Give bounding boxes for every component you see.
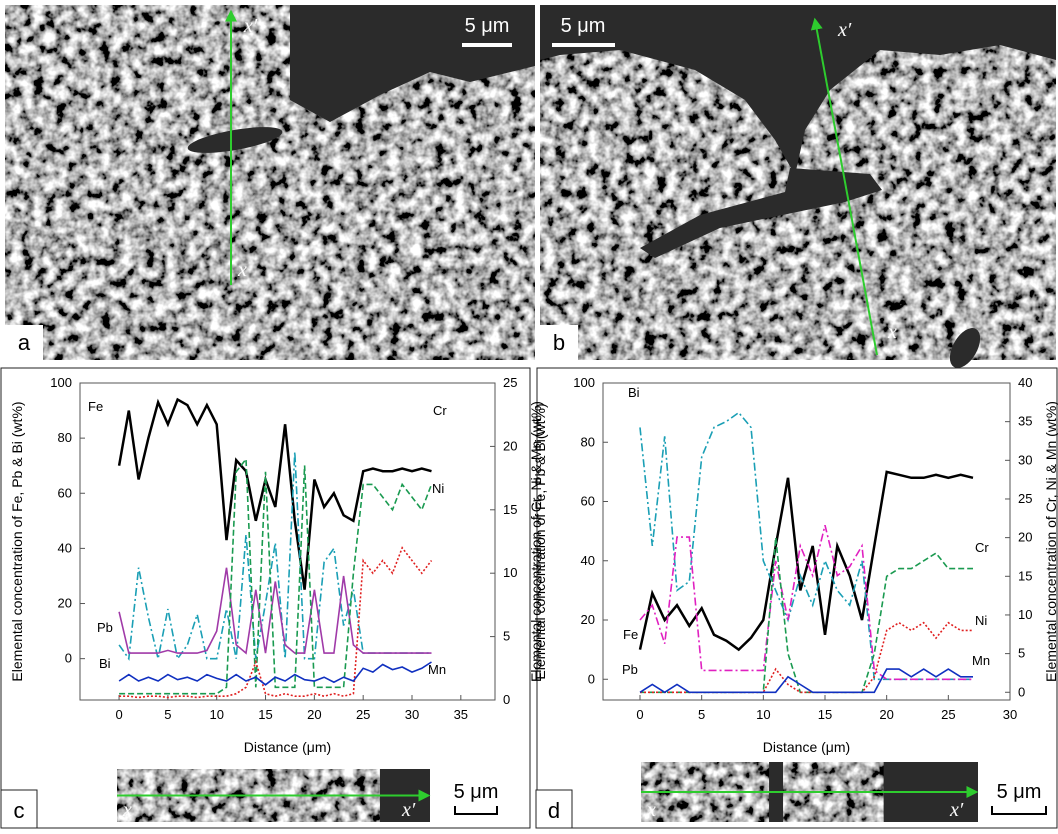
x-tick-label: 0 xyxy=(636,707,643,722)
inset-start: x xyxy=(122,799,132,821)
data-line xyxy=(119,546,433,699)
series-label: Fe xyxy=(88,399,103,414)
y-tick-label: 20 xyxy=(58,596,72,611)
series-label: Cr xyxy=(975,540,989,555)
micrograph-a xyxy=(5,5,535,360)
y-tick-label: 100 xyxy=(50,375,72,390)
y2-tick-label: 15 xyxy=(1018,568,1032,583)
x-tick-label: 20 xyxy=(879,707,893,722)
data-line xyxy=(119,456,433,695)
series-label: Mn xyxy=(428,662,446,677)
y2-tick-label: 0 xyxy=(503,692,510,707)
data-line xyxy=(117,397,432,590)
y2-tick-label: 35 xyxy=(1018,414,1032,429)
series-label: Pb xyxy=(97,620,113,635)
y2-tick-label: 25 xyxy=(1018,491,1032,506)
y2-tick-label: 20 xyxy=(1018,530,1032,545)
series-label: Pb xyxy=(622,662,638,677)
series-label: Ni xyxy=(432,481,444,496)
micrograph-b xyxy=(540,5,1056,368)
panel-label: c xyxy=(14,798,25,823)
y-tick-label: 100 xyxy=(573,375,595,390)
y2-tick-label: 15 xyxy=(503,502,517,517)
y2-tick-label: 10 xyxy=(1018,607,1032,622)
y2-axis-title: Elemental concentration of Cr, Ni & Mn (… xyxy=(1043,401,1058,682)
x-axis-title: Distance (μm) xyxy=(244,739,331,755)
scale-bar xyxy=(454,806,498,815)
plot-frame xyxy=(602,382,1011,701)
panel-label: a xyxy=(18,330,31,355)
y2-tick-label: 30 xyxy=(1018,452,1032,467)
scale-label: 5 μm xyxy=(561,15,606,37)
x-tick-label: 25 xyxy=(356,707,370,722)
x-tick-label: 20 xyxy=(307,707,321,722)
y2-axis-title: Elemental concentration of Cr, Ni & Mn (… xyxy=(528,401,544,682)
x-tick-label: 5 xyxy=(164,707,171,722)
y2-tick-label: 40 xyxy=(1018,375,1032,390)
plot-frame xyxy=(79,382,496,701)
y2-tick-label: 20 xyxy=(503,438,517,453)
y-tick-label: 0 xyxy=(588,671,595,686)
data-line xyxy=(639,525,973,681)
x-tick-label: 30 xyxy=(405,707,419,722)
series-label: Cr xyxy=(433,403,447,418)
data-line xyxy=(639,668,973,694)
data-line xyxy=(640,621,973,694)
data-line xyxy=(638,470,974,652)
y-axis-title: Elemental concentration of Fe, Pb & Bi (… xyxy=(9,401,25,681)
x-tick-label: 0 xyxy=(115,707,122,722)
x-tick-label: 5 xyxy=(698,707,705,722)
end-label: x′ xyxy=(243,15,258,37)
series-label: Bi xyxy=(99,656,111,671)
inset-end: x′ xyxy=(949,799,964,821)
x-tick-label: 30 xyxy=(1003,707,1017,722)
data-line xyxy=(118,567,432,655)
series-label: Bi xyxy=(628,385,640,400)
start-label: x xyxy=(237,259,247,281)
data-line xyxy=(118,451,432,661)
y2-tick-label: 10 xyxy=(503,565,517,580)
y-tick-label: 60 xyxy=(58,485,72,500)
panel-label-box xyxy=(535,789,573,829)
x-axis-title: Distance (μm) xyxy=(763,739,850,755)
series-label: Ni xyxy=(975,613,987,628)
x-tick-label: 35 xyxy=(454,707,468,722)
y-tick-label: 40 xyxy=(581,553,595,568)
panel-label: d xyxy=(548,798,560,823)
y-tick-label: 40 xyxy=(58,540,72,555)
scale-label: 5 μm xyxy=(997,781,1042,803)
y-tick-label: 80 xyxy=(58,430,72,445)
y2-tick-label: 5 xyxy=(503,629,510,644)
y-tick-label: 20 xyxy=(581,612,595,627)
data-line xyxy=(118,661,432,686)
y2-tick-label: 0 xyxy=(1018,684,1025,699)
panel-frame xyxy=(0,367,531,829)
panel-label-box xyxy=(0,789,38,829)
scale-bar xyxy=(991,806,1047,815)
x-tick-label: 15 xyxy=(258,707,272,722)
scale-label: 5 μm xyxy=(454,781,499,803)
y-tick-label: 60 xyxy=(581,494,595,509)
y2-tick-label: 5 xyxy=(1018,646,1025,661)
y-tick-label: 80 xyxy=(581,434,595,449)
y-tick-label: 0 xyxy=(65,651,72,666)
inset-end: x′ xyxy=(401,799,416,821)
panel-frame xyxy=(536,367,1058,829)
x-tick-label: 10 xyxy=(209,707,223,722)
panel-label: b xyxy=(553,330,565,355)
y2-tick-label: 25 xyxy=(503,375,517,390)
start-label: x xyxy=(887,321,897,343)
x-tick-label: 25 xyxy=(941,707,955,722)
inset-start: x xyxy=(646,799,656,821)
series-label: Mn xyxy=(972,653,990,668)
x-tick-label: 15 xyxy=(818,707,832,722)
y-axis-title: Elemental concentration of Fe, Pb & Bi(w… xyxy=(532,403,548,679)
series-label: Fe xyxy=(623,627,638,642)
scale-label: 5 μm xyxy=(465,15,510,37)
end-label: x′ xyxy=(837,19,852,41)
x-tick-label: 10 xyxy=(756,707,770,722)
